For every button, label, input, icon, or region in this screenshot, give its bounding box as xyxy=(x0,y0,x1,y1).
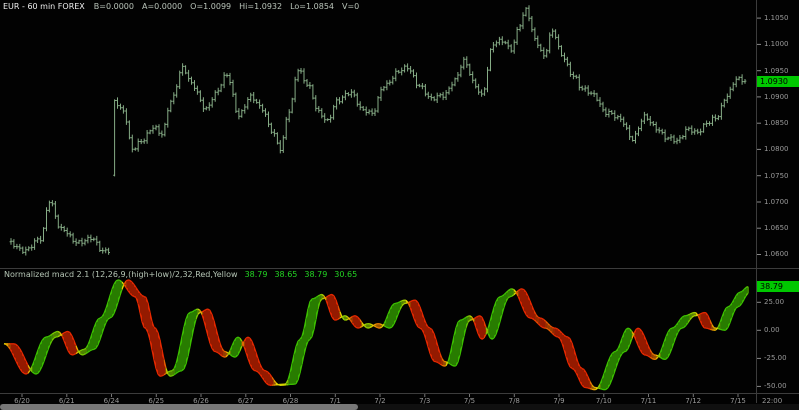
indicator-value: 38.79 xyxy=(304,270,328,279)
indicator-value: 38.79 xyxy=(244,270,268,279)
time-axis-label: 6/21 xyxy=(58,397,75,405)
indicator-values: 38.79 38.65 38.79 30.65 xyxy=(238,270,358,279)
indicator-value: 38.65 xyxy=(274,270,298,279)
session-stat: V=0 xyxy=(342,2,360,11)
symbol-title: EUR - 60 min FOREX xyxy=(3,2,85,11)
time-axis-label: 7/1 xyxy=(329,397,341,405)
price-axis-label: 1.0600 xyxy=(764,250,789,259)
price-axis-label: 1.1000 xyxy=(764,40,789,49)
time-axis-label: 6/25 xyxy=(148,397,165,405)
session-stat: B=0.0000 xyxy=(93,2,134,11)
horizontal-scrollbar-track[interactable] xyxy=(0,404,799,410)
time-axis-label: 7/2 xyxy=(374,397,386,405)
indicator-title-row: Normalized macd 2.1 (12,26,9,(high+low)/… xyxy=(4,270,357,279)
indicator-value: 30.65 xyxy=(334,270,358,279)
time-axis-label: 7/11 xyxy=(640,397,657,405)
time-axis-label: 7/9 xyxy=(553,397,565,405)
session-stat: Hi=1.0932 xyxy=(239,2,283,11)
last-price-box: 1.0930 xyxy=(757,75,799,87)
price-axis-label: 1.0950 xyxy=(764,66,789,75)
time-axis-label: 7/3 xyxy=(419,397,431,405)
price-axis-label: 1.1050 xyxy=(764,14,789,23)
time-axis-label: 6/20 xyxy=(14,397,30,405)
indicator-axis-label: 25.00 xyxy=(764,298,785,307)
indicator-axis-label: -25.00 xyxy=(764,354,787,363)
axis-corner-time: 22:00 xyxy=(762,397,783,405)
price-axis-label: 1.0850 xyxy=(764,119,789,128)
time-axis-label: 7/15 xyxy=(730,397,746,405)
time-axis-label: 7/10 xyxy=(595,397,612,405)
horizontal-scrollbar-thumb[interactable] xyxy=(0,404,358,410)
price-axis-label: 1.0800 xyxy=(764,145,789,154)
session-stat: O=1.0099 xyxy=(190,2,232,11)
time-axis-label: 6/27 xyxy=(237,397,254,405)
indicator-value-box: 38.79 xyxy=(757,281,799,293)
price-axis-label: 1.0700 xyxy=(764,197,789,206)
indicator-axis-label: 0.00 xyxy=(764,326,780,335)
price-axis-label: 1.0750 xyxy=(764,171,789,180)
time-axis-label: 6/26 xyxy=(193,397,209,405)
session-stat: A=0.0000 xyxy=(141,2,183,11)
time-axis-label: 7/8 xyxy=(508,397,520,405)
price-axis-label: 1.0900 xyxy=(764,92,789,101)
price-axis-label: 1.0650 xyxy=(764,224,789,233)
session-stat: Lo=1.0854 xyxy=(290,2,334,11)
chart-header: EUR - 60 min FOREX B=0.0000 A=0.0000 O=1.00… xyxy=(3,2,367,12)
indicator-axis-label: -50.00 xyxy=(764,382,787,391)
session-stats: B=0.0000 A=0.0000 O=1.0099 Hi=1.0932 Lo=1.08… xyxy=(94,2,367,11)
time-axis-label: 6/24 xyxy=(103,397,120,405)
time-axis-label: 7/5 xyxy=(463,397,476,405)
time-axis-label: 7/12 xyxy=(685,397,702,405)
time-axis-label: 6/28 xyxy=(282,397,299,405)
indicator-name: Normalized macd 2.1 (12,26,9,(high+low)/… xyxy=(4,270,238,279)
